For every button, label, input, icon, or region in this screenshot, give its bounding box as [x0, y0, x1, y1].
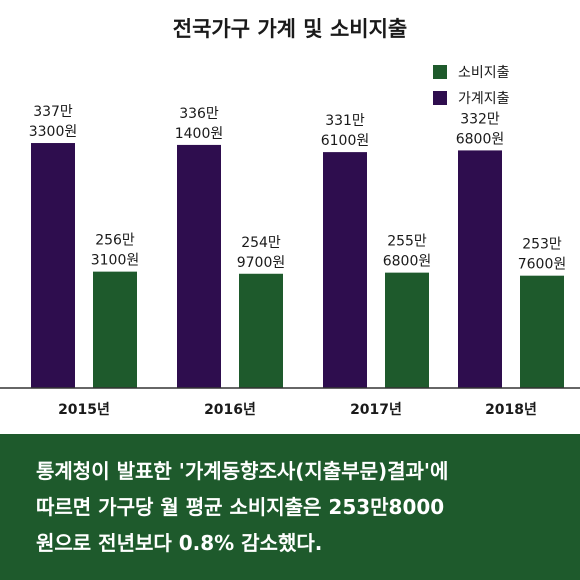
value-label-consumption-1-line2: 3100원	[91, 253, 140, 269]
value-label-household-1-line1: 337만	[33, 104, 73, 120]
bar-household-3	[323, 152, 367, 388]
bars-group	[31, 143, 564, 388]
chart-title: 전국가구 가계 및 소비지출	[173, 17, 407, 41]
x-tick-label-3: 2017년	[350, 402, 402, 418]
value-label-consumption-2-line1: 254만	[241, 235, 281, 251]
legend-swatch-consumption	[433, 65, 447, 79]
bar-household-1	[31, 143, 75, 388]
legend-label-household: 가계지출	[458, 91, 510, 107]
bar-household-2	[177, 144, 221, 388]
chart-area: 전국가구 가계 및 소비지출 소비지출 가계지출 337만 3300원 256만 31…	[0, 17, 580, 418]
value-label-consumption-4-line2: 7600원	[518, 257, 567, 273]
bar-household-4	[458, 150, 502, 388]
bar-consumption-1	[93, 271, 137, 388]
value-label-household-1-line2: 3300원	[29, 124, 78, 140]
caption-box: 통계청이 발표한 '가계동향조사(지출부문)결과'에 따르면 가구당 월 평균 …	[0, 434, 580, 580]
x-axis-ticks: 2015년 2016년 2017년 2018년	[58, 402, 537, 418]
value-label-consumption-4-line1: 253만	[522, 237, 562, 253]
value-label-consumption-1-line1: 256만	[95, 233, 135, 249]
value-label-household-3-line1: 331만	[325, 113, 365, 129]
caption-line-2: 따르면 가구당 월 평균 소비지출은 253만8000	[36, 495, 445, 519]
bar-consumption-3	[385, 272, 429, 388]
bar-chart: 전국가구 가계 및 소비지출 소비지출 가계지출 337만 3300원 256만 31…	[0, 17, 580, 418]
value-label-household-3-line2: 6100원	[321, 133, 370, 149]
x-tick-label-1: 2015년	[58, 402, 110, 418]
value-label-household-4-line1: 332만	[460, 111, 500, 127]
legend-label-consumption: 소비지출	[458, 65, 510, 81]
bar-consumption-4	[520, 275, 564, 388]
legend-swatch-household	[433, 91, 447, 105]
x-tick-label-2: 2016년	[204, 402, 256, 418]
value-label-household-2-line1: 336만	[179, 106, 219, 122]
value-label-household-2-line2: 1400원	[175, 126, 224, 142]
legend: 소비지출 가계지출	[433, 65, 510, 107]
value-label-consumption-3-line2: 6800원	[383, 254, 432, 270]
x-tick-label-4: 2018년	[485, 402, 537, 418]
value-label-household-4-line2: 6800원	[456, 131, 505, 147]
caption-line-1: 통계청이 발표한 '가계동향조사(지출부문)결과'에	[36, 459, 449, 483]
caption-line-3: 원으로 전년보다 0.8% 감소했다.	[36, 531, 323, 555]
value-label-consumption-2-line2: 9700원	[237, 255, 286, 271]
value-labels-group: 337만 3300원 256만 3100원 336만 1400원 254만 9700원 331만…	[29, 104, 567, 273]
value-label-consumption-3-line1: 255만	[387, 234, 427, 250]
bar-consumption-2	[239, 273, 283, 388]
